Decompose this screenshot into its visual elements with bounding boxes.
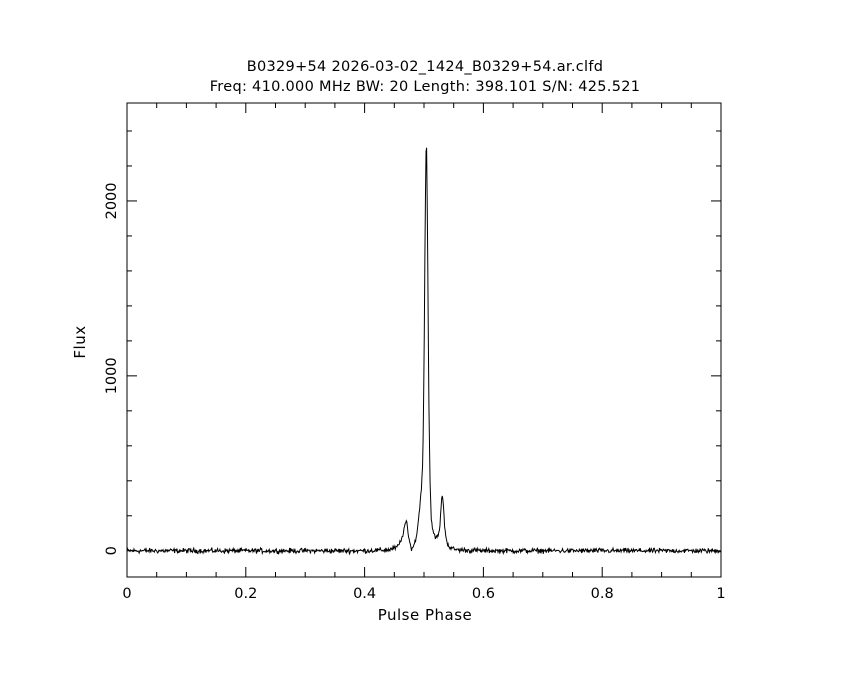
x-tick-label: 0.2 bbox=[234, 586, 257, 602]
x-axis-label: Pulse Phase bbox=[377, 606, 473, 624]
chart-subtitle: Freq: 410.000 MHz BW: 20 Length: 398.101… bbox=[209, 79, 641, 95]
y-tick-label: 0 bbox=[104, 546, 120, 555]
chart-title: B0329+54 2026-03-02_1424_B0329+54.ar.clf… bbox=[246, 59, 604, 75]
axis-ticks bbox=[126, 103, 722, 577]
axis-tick-labels: 0 0.2 0.4 0.6 0.8 1 0 1000 2000 bbox=[104, 182, 726, 602]
x-tick-label: 0 bbox=[122, 586, 131, 602]
pulse-profile-line bbox=[126, 147, 722, 556]
x-tick-label: 0.6 bbox=[472, 586, 495, 602]
y-tick-label: 1000 bbox=[104, 357, 120, 394]
y-axis-label: Flux bbox=[71, 325, 89, 359]
y-tick-label: 2000 bbox=[104, 182, 120, 219]
x-tick-label: 1 bbox=[716, 586, 725, 602]
x-tick-label: 0.8 bbox=[591, 586, 614, 602]
x-tick-label: 0.4 bbox=[353, 586, 376, 602]
